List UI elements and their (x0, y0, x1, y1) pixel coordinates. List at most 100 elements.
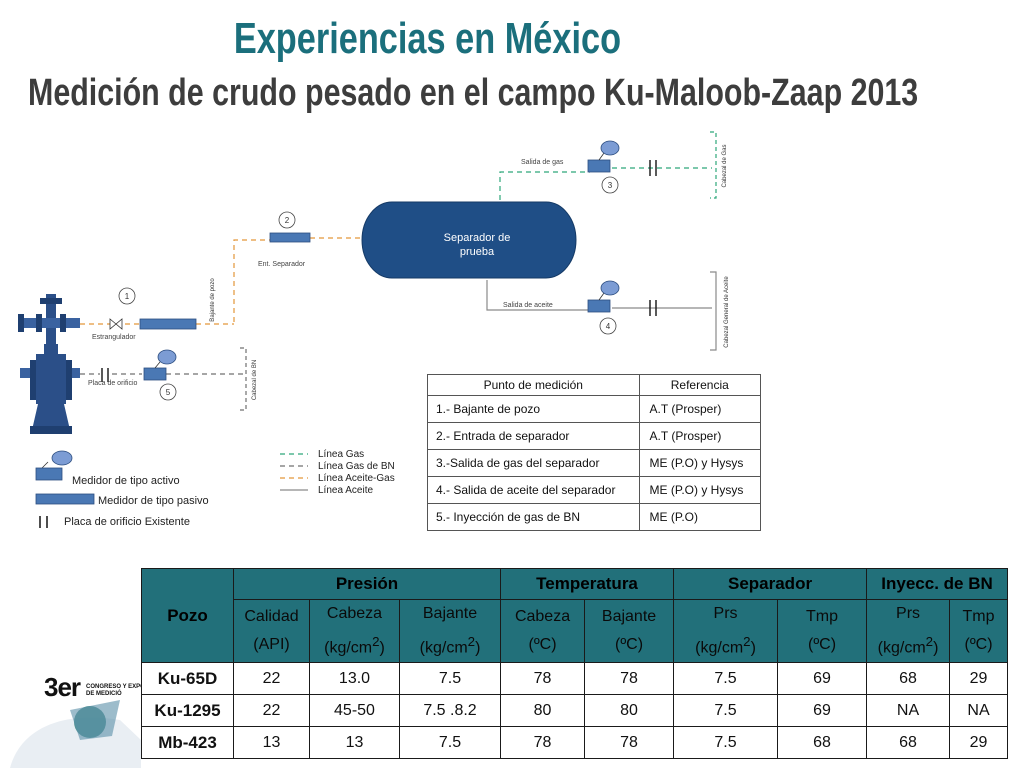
header-temperature: Temperatura (500, 568, 675, 600)
point-5-label: 5 (166, 388, 171, 397)
gas-outlet-label: Salida de gas (521, 159, 564, 166)
bn-header-label: Cabezal de BN (252, 360, 258, 400)
table-cell: 78 (584, 726, 675, 760)
table-cell: 80 (584, 694, 675, 728)
table-cell: 7.5 (673, 662, 779, 696)
gas-header-label: Cabezal de Gas (722, 144, 728, 187)
reference-table: Punto de medición Referencia 1.- Bajante… (427, 374, 762, 531)
point-5-circle (159, 383, 177, 401)
table-cell: 7.5 (673, 726, 779, 760)
legend-line-oil-gas: Línea Aceite-Gas (318, 473, 395, 484)
header-pressure: Presión (232, 568, 502, 600)
table-row: 1.- Bajante de pozo A.T (Prosper) (427, 395, 762, 423)
ref-header-reference: Referencia (638, 374, 762, 396)
active-meter-gas (587, 159, 611, 173)
logo-line-2: DE MEDICIÓ (86, 691, 122, 697)
header-bn-injection: Inyecc. de BN (866, 568, 1009, 600)
ref-value-1: A.T (Prosper) (638, 395, 762, 423)
col-sep-tmp: Tmp (ºC) (777, 598, 868, 664)
congress-logo (0, 640, 141, 768)
point-3-label: 3 (608, 181, 613, 190)
col-bajante-pressure: Bajante (kg/cm2) (398, 598, 502, 664)
table-cell: 68 (866, 662, 951, 696)
choke-label: Estrangulador (92, 334, 136, 341)
table-cell: 7.5 (398, 726, 502, 760)
table-cell: 7.5 (398, 662, 502, 696)
table-cell: 68 (777, 726, 868, 760)
table-row: 3.-Salida de gas del separador ME (P.O) … (427, 449, 762, 477)
table-cell: 45-50 (309, 694, 400, 728)
table-cell: 7.5 .8.2 (398, 694, 502, 728)
table-row: 4.- Salida de aceite del separador ME (P… (427, 476, 762, 504)
orifice-plate-label: Placa de orificio (88, 380, 138, 387)
point-3-circle (601, 176, 619, 194)
col-bn-prs: Prs (kg/cm2) (866, 598, 951, 664)
oil-header-bracket (710, 271, 717, 351)
table-row: Ku-1295 22 45-50 7.5 .8.2 80 80 7.5 69 N… (141, 694, 1009, 728)
table-row: Ku-65D 22 13.0 7.5 78 78 7.5 69 68 29 (141, 662, 1009, 696)
legend-active-label: Medidor de tipo activo (72, 475, 180, 487)
well-riser-label: Bajante de pozo (210, 278, 216, 322)
ref-point-4: 4.- Salida de aceite del separador (427, 476, 640, 504)
separator-label-2: prueba (460, 246, 495, 258)
col-cabeza-pressure: Cabeza (kg/cm2) (309, 598, 400, 664)
table-cell: 22 (233, 694, 310, 728)
line-legend: Línea Gas Línea Gas de BN Línea Aceite-G… (280, 449, 395, 496)
ref-point-5: 5.- Inyección de gas de BN (427, 503, 640, 531)
ref-point-2: 2.- Entrada de separador (427, 422, 640, 450)
legend-passive-label: Medidor de tipo pasivo (98, 495, 209, 507)
point-4-label: 4 (606, 322, 611, 331)
table-cell: 78 (584, 662, 675, 696)
table-cell: 7.5 (673, 694, 779, 728)
slide-title: Experiencias en México (233, 14, 622, 63)
table-cell: 13 (309, 726, 400, 760)
table-cell: 29 (949, 726, 1009, 760)
table-cell: 80 (500, 694, 586, 728)
ref-point-1: 1.- Bajante de pozo (427, 395, 640, 423)
table-cell: NA (949, 694, 1009, 728)
col-calidad: Calidad (API) (233, 598, 310, 664)
active-meter-icon (35, 467, 63, 481)
point-2-circle (278, 211, 296, 229)
bn-header-bracket (240, 347, 247, 411)
passive-meter-icon (35, 493, 95, 505)
table-row: 2.- Entrada de separador A.T (Prosper) (427, 422, 762, 450)
slide-subtitle: Medición de crudo pesado en el campo Ku-… (28, 72, 919, 114)
table-cell: 13.0 (309, 662, 400, 696)
logo-text-small: CONGRESO Y EXPO DE MEDICIÓ (86, 684, 145, 698)
process-diagram: Cabezal de Gas Salida de gas 3 Separador… (18, 131, 730, 528)
table-cell: 29 (949, 662, 1009, 696)
sep-inlet-label: Ent. Separador (258, 261, 306, 268)
ref-header-point: Punto de medición (427, 374, 640, 396)
point-1-circle (118, 287, 136, 305)
separator-label-1: Separador de (444, 232, 511, 244)
point-2-label: 2 (285, 216, 290, 225)
table-cell: 69 (777, 694, 868, 728)
col-cabeza-temp: Cabeza (ºC) (500, 598, 586, 664)
table-cell: NA (866, 694, 951, 728)
oil-gas-line-riser (233, 239, 270, 322)
wellhead-tree-icon (18, 294, 80, 434)
well-data-table: Pozo Presión Temperatura Separador Inyec… (141, 567, 1009, 760)
table-cell: 68 (866, 726, 951, 760)
ref-value-3: ME (P.O) y Hysys (638, 449, 762, 477)
point-1-label: 1 (125, 292, 130, 301)
oil-outlet-label: Salida de aceite (503, 302, 553, 309)
choke-valve-icon (109, 318, 123, 330)
well-name: Ku-1295 (141, 694, 234, 728)
ref-value-5: ME (P.O) (638, 503, 762, 531)
header-well: Pozo (141, 567, 234, 664)
table-row: Mb-423 13 13 7.5 78 78 7.5 68 68 29 (141, 726, 1009, 760)
table-cell: 22 (233, 662, 310, 696)
table-row: 5.- Inyección de gas de BN ME (P.O) (427, 503, 762, 531)
well-name: Ku-65D (141, 662, 234, 696)
ref-value-2: A.T (Prosper) (638, 422, 762, 450)
separator-vessel (361, 201, 577, 279)
logo-text-big: 3er (44, 672, 81, 702)
gas-line (499, 171, 590, 218)
active-meter-bn (143, 367, 167, 381)
passive-meter-inlet (269, 232, 311, 243)
table-cell: 78 (500, 662, 586, 696)
oil-header-label: Cabezal General de Aceite (724, 276, 730, 348)
legend-line-oil: Línea Aceite (318, 485, 373, 496)
